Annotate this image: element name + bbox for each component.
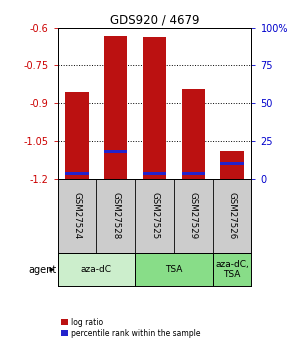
Bar — [104, 150, 127, 153]
Bar — [104, 37, 127, 179]
Bar — [143, 37, 166, 179]
Text: GSM27528: GSM27528 — [111, 192, 120, 239]
Bar — [213, 253, 251, 286]
Text: GSM27524: GSM27524 — [72, 192, 82, 239]
Bar — [58, 253, 135, 286]
Title: GDS920 / 4679: GDS920 / 4679 — [110, 13, 199, 27]
Bar — [182, 172, 205, 175]
Text: aza-dC,
TSA: aza-dC, TSA — [215, 260, 249, 279]
Bar — [135, 253, 213, 286]
Bar — [143, 172, 166, 175]
Text: TSA: TSA — [165, 265, 183, 274]
Text: agent: agent — [28, 265, 57, 275]
Legend: log ratio, percentile rank within the sample: log ratio, percentile rank within the sa… — [62, 318, 200, 338]
Bar — [65, 172, 88, 175]
Bar — [221, 162, 244, 165]
Text: GSM27529: GSM27529 — [189, 192, 198, 239]
Bar — [65, 92, 88, 179]
Text: aza-dC: aza-dC — [81, 265, 112, 274]
Text: GSM27526: GSM27526 — [228, 192, 237, 239]
Bar — [182, 89, 205, 179]
Bar — [221, 151, 244, 179]
Text: GSM27525: GSM27525 — [150, 192, 159, 239]
